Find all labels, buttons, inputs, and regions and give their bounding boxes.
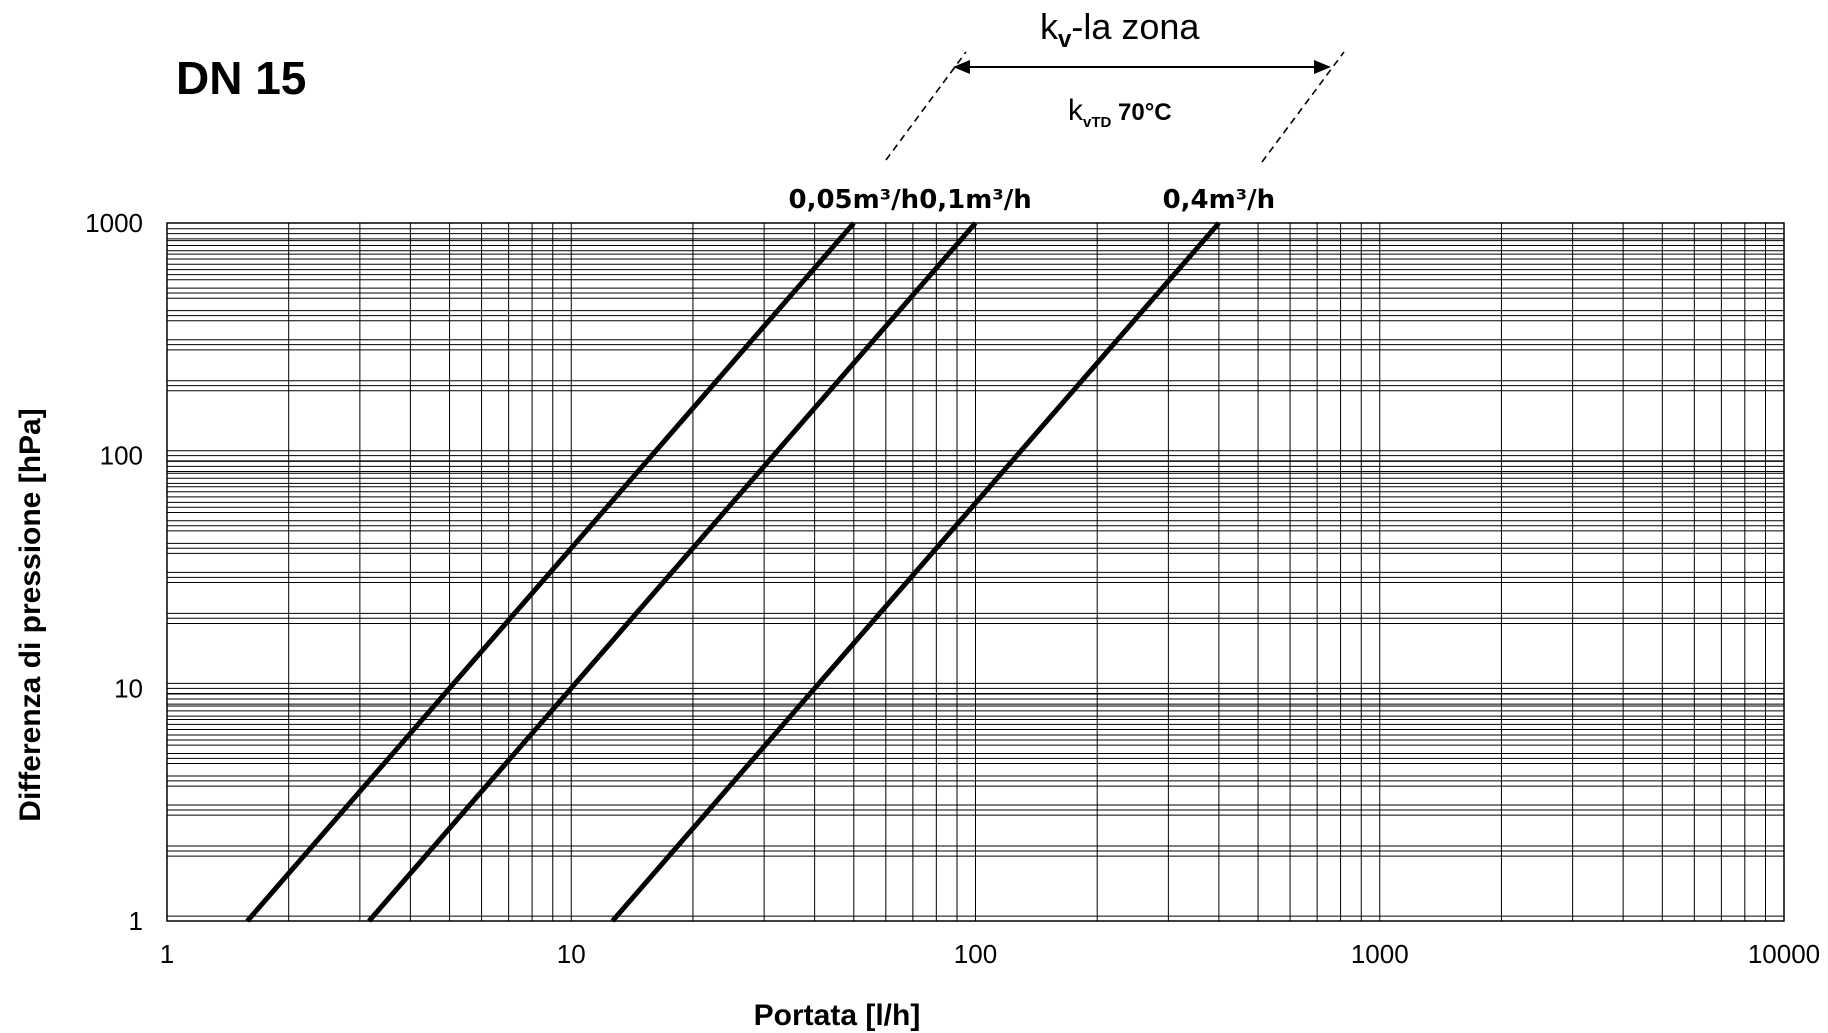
y-tick-label: 1000 [85, 208, 143, 238]
kvtd-rest: 70°C [1111, 99, 1171, 126]
kv-zone-sub: v [1058, 26, 1072, 53]
series-line-3 [610, 221, 1221, 923]
grid [166, 222, 1784, 922]
chart-title: DN 15 [176, 52, 306, 104]
kvtd-label: kvTD 70°C [1068, 94, 1172, 131]
y-axis-label: Differenza di pressione [hPa] [14, 408, 47, 821]
dashed-guide-left [885, 51, 967, 161]
x-tick-label: 100 [954, 939, 997, 969]
series-line-1 [245, 221, 856, 923]
arrowhead-right [1314, 60, 1331, 74]
y-tick-label: 10 [114, 673, 143, 703]
series-line-2 [367, 221, 978, 923]
dashed-guide-right [1261, 51, 1345, 163]
y-tick-label: 1 [129, 906, 143, 936]
arrowhead-left [953, 60, 970, 74]
kv-zone-annotation: kv-la zona kvTD 70°C [885, 6, 1345, 163]
kv-zone-title: kv-la zona [1040, 6, 1200, 53]
kvtd-k: k [1068, 94, 1084, 127]
x-tick-label: 10000 [1748, 939, 1820, 969]
x-tick-label: 1 [160, 939, 174, 969]
series-group: 0,05m³/h 0,1m³/h 0,4m³/h [245, 185, 1276, 923]
tick-labels: 1 10 100 1000 10000 1 10 100 1000 [85, 208, 1820, 969]
x-axis-label: Portata [l/h] [754, 999, 921, 1032]
series-label-3: 0,4m³/h [1163, 185, 1276, 215]
kv-zone-k: k [1040, 6, 1059, 47]
kvtd-sub: vTD [1083, 114, 1112, 131]
series-label-1: 0,05m³/h [788, 185, 919, 215]
kv-zone-rest: -la zona [1071, 6, 1200, 47]
x-tick-label: 10 [557, 939, 586, 969]
x-tick-label: 1000 [1351, 939, 1409, 969]
series-label-2: 0,1m³/h [919, 185, 1032, 215]
y-tick-label: 100 [100, 441, 143, 471]
